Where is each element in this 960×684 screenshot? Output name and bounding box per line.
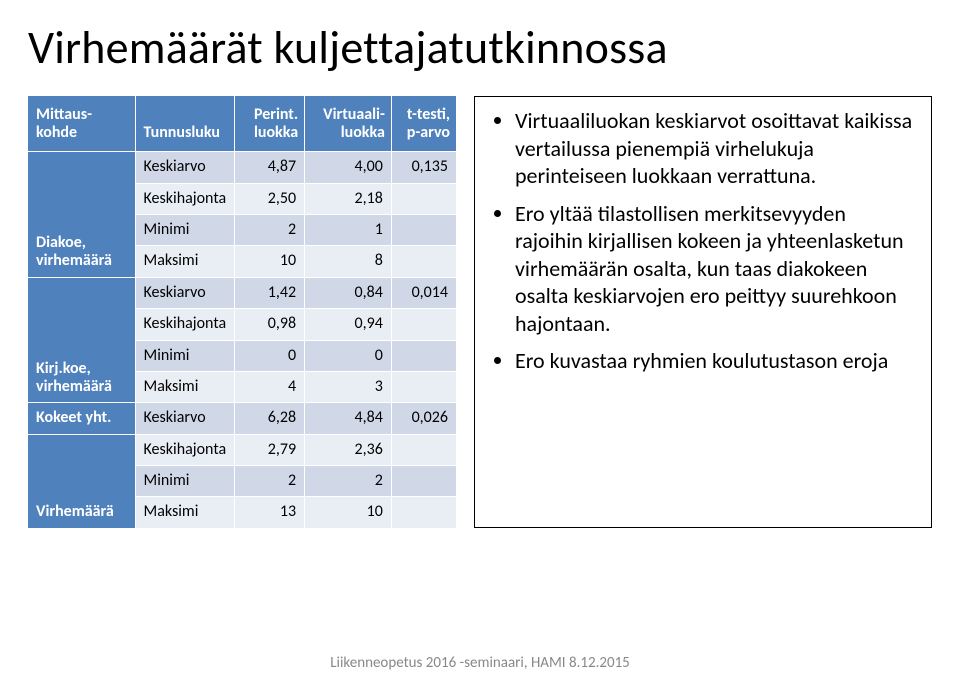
cell-val: 8 — [305, 246, 392, 277]
bullet-list: Virtuaaliluokan keskiarvot osoittavat ka… — [489, 107, 917, 375]
cell-stat: Maksimi — [135, 246, 235, 277]
cell-val — [391, 434, 456, 465]
cell-val — [391, 466, 456, 497]
cell-stat: Minimi — [135, 466, 235, 497]
cell-val: 10 — [305, 497, 392, 528]
cell-stat: Minimi — [135, 340, 235, 371]
cell-val: 4,87 — [235, 152, 305, 183]
cell-val: 2 — [235, 466, 305, 497]
slide-title: Virhemäärät kuljettajatutkinnossa — [28, 20, 932, 76]
slide: Virhemäärät kuljettajatutkinnossa Mittau… — [0, 0, 960, 684]
cell-stat: Keskiarvo — [135, 152, 235, 183]
cell-val: 0 — [235, 340, 305, 371]
cell-stat: Keskihajonta — [135, 434, 235, 465]
cell-val: 2,18 — [305, 183, 392, 214]
footer-text: Liikenneopetus 2016 -seminaari, HAMI 8.1… — [0, 654, 960, 672]
cell-val: 1 — [305, 214, 392, 245]
cell-stat: Keskihajonta — [135, 183, 235, 214]
cell-val: 3 — [305, 371, 392, 402]
col-perint: Perint. luokka — [235, 96, 305, 152]
cell-val: 13 — [235, 497, 305, 528]
table-row: Kokeet yht. Keskiarvo 6,28 4,84 0,026 — [28, 403, 456, 434]
bullet-panel: Virtuaaliluokan keskiarvot osoittavat ka… — [474, 96, 932, 528]
cell-stat: Keskihajonta — [135, 309, 235, 340]
cell-stat: Maksimi — [135, 371, 235, 402]
cell-val: 2,79 — [235, 434, 305, 465]
cell-val: 0,94 — [305, 309, 392, 340]
table-row: Diakoe, virhemäärä Keskiarvo 4,87 4,00 0… — [28, 152, 456, 183]
cell-val — [391, 497, 456, 528]
rowhead-virhemaara: Virhemäärä — [28, 434, 135, 528]
rowhead-kirjkoe: Kirj.koe, virhemäärä — [28, 277, 135, 403]
cell-val: 0,84 — [305, 277, 392, 308]
bullet-item: Ero kuvastaa ryhmien koulutustason eroja — [515, 347, 917, 375]
cell-val — [391, 309, 456, 340]
cell-val: 6,28 — [235, 403, 305, 434]
cell-val: 0,135 — [391, 152, 456, 183]
cell-stat: Keskiarvo — [135, 403, 235, 434]
cell-val: 2 — [235, 214, 305, 245]
cell-val: 4,84 — [305, 403, 392, 434]
cell-stat: Keskiarvo — [135, 277, 235, 308]
content-row: Mittaus-kohde Tunnusluku Perint. luokka … — [28, 96, 932, 528]
cell-val — [391, 246, 456, 277]
cell-val: 10 — [235, 246, 305, 277]
col-ttest: t-testi, p-arvo — [391, 96, 456, 152]
table-row: Kirj.koe, virhemäärä Keskiarvo 1,42 0,84… — [28, 277, 456, 308]
data-table: Mittaus-kohde Tunnusluku Perint. luokka … — [28, 96, 456, 528]
cell-val: 0,98 — [235, 309, 305, 340]
cell-val — [391, 340, 456, 371]
cell-val: 4 — [235, 371, 305, 402]
cell-val: 0,026 — [391, 403, 456, 434]
cell-val — [391, 183, 456, 214]
cell-val: 0 — [305, 340, 392, 371]
rowhead-diakoe: Diakoe, virhemäärä — [28, 152, 135, 278]
bullet-item: Virtuaaliluokan keskiarvot osoittavat ka… — [515, 107, 917, 190]
cell-val: 2,50 — [235, 183, 305, 214]
cell-val: 1,42 — [235, 277, 305, 308]
rowhead-kokeet: Kokeet yht. — [28, 403, 135, 434]
cell-val: 4,00 — [305, 152, 392, 183]
cell-val — [391, 214, 456, 245]
cell-val: 0,014 — [391, 277, 456, 308]
table-row: Virhemäärä Keskihajonta 2,79 2,36 — [28, 434, 456, 465]
cell-val: 2 — [305, 466, 392, 497]
bullet-item: Ero yltää tilastollisen merkitsevyyden r… — [515, 200, 917, 338]
cell-val — [391, 371, 456, 402]
data-table-wrap: Mittaus-kohde Tunnusluku Perint. luokka … — [28, 96, 456, 528]
col-tunnus: Tunnusluku — [135, 96, 235, 152]
col-virtual: Virtuaali-luokka — [305, 96, 392, 152]
cell-stat: Maksimi — [135, 497, 235, 528]
cell-val: 2,36 — [305, 434, 392, 465]
col-mittaus: Mittaus-kohde — [28, 96, 135, 152]
cell-stat: Minimi — [135, 214, 235, 245]
table-header-row: Mittaus-kohde Tunnusluku Perint. luokka … — [28, 96, 456, 152]
